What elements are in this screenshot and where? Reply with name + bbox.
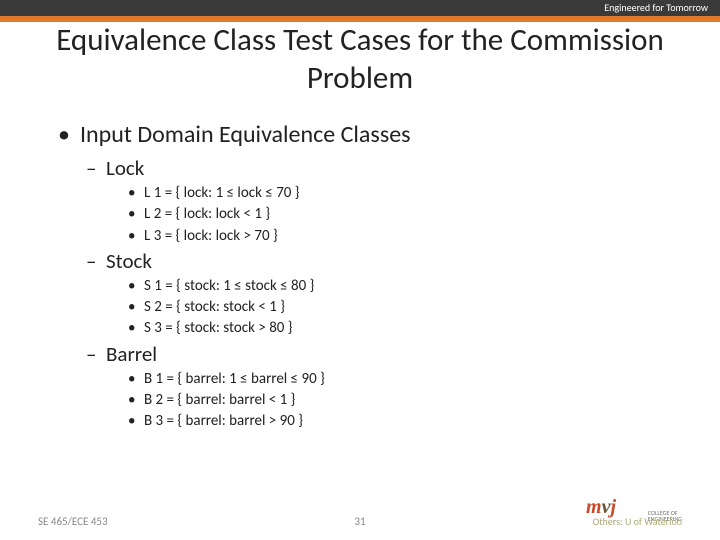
group-heading: Stock [86, 248, 680, 274]
list-item: B 3 = { barrel: barrel > 90 } [128, 411, 680, 431]
list-item: L 2 = { lock: lock < 1 } [128, 204, 680, 224]
footer: SE 465/ECE 453 31 mvj COLLEGE OF ENGINEE… [0, 508, 720, 528]
list-item: S 2 = { stock: stock < 1 } [128, 297, 680, 317]
group-heading: Barrel [86, 341, 680, 367]
list-item: S 3 = { stock: stock > 80 } [128, 318, 680, 338]
list-item: L 1 = { lock: 1 ≤ lock ≤ 70 } [128, 183, 680, 203]
slide-title: Equivalence Class Test Cases for the Com… [40, 22, 680, 98]
slide: Engineered for Tomorrow Equivalence Clas… [0, 0, 720, 540]
tagline: Engineered for Tomorrow [604, 0, 708, 16]
list-item: B 1 = { barrel: 1 ≤ barrel ≤ 90 } [128, 369, 680, 389]
content-area: Input Domain Equivalence Classes Lock L … [58, 120, 680, 432]
footer-right: Others: U of Waterloo [593, 515, 682, 528]
heading-level1: Input Domain Equivalence Classes [58, 120, 680, 149]
list-item: B 2 = { barrel: barrel < 1 } [128, 390, 680, 410]
group-heading: Lock [86, 155, 680, 181]
list-item: L 3 = { lock: lock > 70 } [128, 226, 680, 246]
list-item: S 1 = { stock: 1 ≤ stock ≤ 80 } [128, 276, 680, 296]
